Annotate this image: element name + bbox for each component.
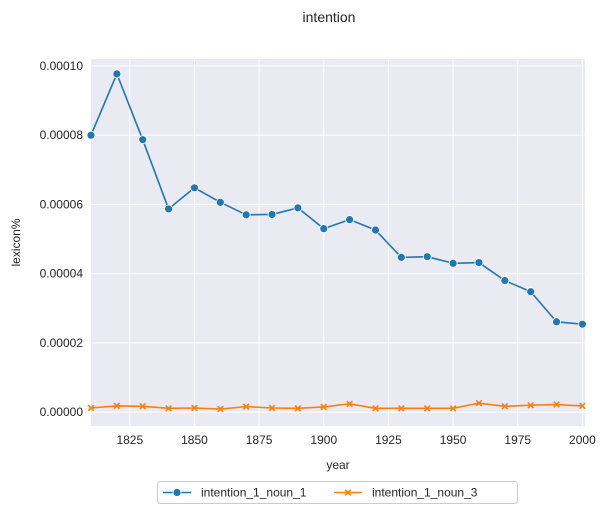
legend-item: intention_1_noun_1 <box>163 486 307 500</box>
data-point-intention_1_noun_1 <box>319 224 329 234</box>
data-point-intention_1_noun_3 <box>294 404 302 412</box>
legend: intention_1_noun_1 intention_1_noun_3 <box>157 481 518 504</box>
data-point-intention_1_noun_3 <box>398 404 405 412</box>
series-line-intention_1_noun_1 <box>90 73 583 326</box>
data-point-intention_1_noun_3 <box>87 404 95 412</box>
data-point-intention_1_noun_3 <box>449 404 457 412</box>
data-point-intention_1_noun_3 <box>216 405 224 413</box>
data-point-intention_1_noun_3 <box>527 401 535 409</box>
data-point-intention_1_noun_3-stroke <box>242 403 250 410</box>
data-point-intention_1_noun_1 <box>474 258 484 267</box>
data-point-intention_1_noun_3-stroke <box>139 402 147 410</box>
data-point-intention_1_noun_1 <box>215 197 225 207</box>
series-layer <box>86 69 587 413</box>
data-point-intention_1_noun_3-stroke <box>398 404 405 412</box>
data-point-intention_1_noun_1 <box>371 225 380 235</box>
data-point-intention_1_noun_3-stroke <box>268 404 276 412</box>
data-point-intention_1_noun_1 <box>112 69 122 79</box>
data-point-intention_1_noun_3 <box>501 402 509 410</box>
x-tick-label: 2000 <box>569 433 596 447</box>
data-point-intention_1_noun_3 <box>191 404 198 412</box>
x-tick-label: 1975 <box>504 433 531 447</box>
series-intention_1_noun_3 <box>87 399 586 413</box>
legend-item: intention_1_noun_3 <box>334 486 478 500</box>
series-line-intention_1_noun_3 <box>90 402 583 410</box>
x-axis-label: year <box>326 458 349 472</box>
legend-marker <box>172 488 182 497</box>
data-point-intention_1_noun_1 <box>396 252 406 262</box>
x-tick-label: 1900 <box>310 433 337 447</box>
series-intention_1_noun_1 <box>86 69 587 329</box>
data-point-intention_1_noun_1 <box>422 252 432 262</box>
legend-marker <box>344 489 352 496</box>
data-point-intention_1_noun_3-stroke <box>320 403 328 411</box>
grid-lines <box>91 59 585 426</box>
data-point-intention_1_noun_3-stroke <box>372 404 379 412</box>
data-point-intention_1_noun_3 <box>268 404 276 412</box>
data-point-intention_1_noun_3 <box>165 404 172 412</box>
data-point-intention_1_noun_3-stroke <box>113 402 121 410</box>
y-tick-label: 0.00006 <box>40 197 84 211</box>
data-point-intention_1_noun_3-stroke <box>87 404 95 412</box>
x-tick-label: 1825 <box>116 433 143 447</box>
data-point-intention_1_noun_3 <box>423 404 431 412</box>
data-point-intention_1_noun_3-stroke <box>527 401 535 409</box>
data-point-intention_1_noun_3 <box>553 401 560 408</box>
data-point-intention_1_noun_3-stroke <box>165 404 172 412</box>
y-tick-label: 0.00002 <box>40 336 84 350</box>
data-point-intention_1_noun_3-stroke <box>346 400 354 408</box>
y-tick-label: 0.00000 <box>40 405 84 419</box>
data-point-intention_1_noun_1 <box>138 135 148 145</box>
y-axis-label: lexicon% <box>9 218 23 266</box>
x-tick-label: 1950 <box>440 433 467 447</box>
legend-label: intention_1_noun_3 <box>372 486 478 500</box>
legend-label: intention_1_noun_1 <box>201 486 307 500</box>
data-point-intention_1_noun_1 <box>86 130 96 140</box>
data-point-intention_1_noun_3-stroke <box>449 404 457 412</box>
data-point-intention_1_noun_3-stroke <box>501 402 509 410</box>
data-point-intention_1_noun_3 <box>346 400 354 408</box>
data-point-intention_1_noun_3-stroke <box>579 402 586 410</box>
data-point-intention_1_noun_3 <box>372 404 379 412</box>
data-point-intention_1_noun_3-stroke <box>475 399 483 407</box>
data-point-intention_1_noun_1 <box>345 215 355 225</box>
x-tick-label: 1925 <box>375 433 402 447</box>
y-tick-label: 0.00010 <box>40 59 84 73</box>
chart-title: intention <box>303 9 356 25</box>
y-tick-label: 0.00008 <box>40 128 84 142</box>
data-point-intention_1_noun_1 <box>190 183 199 193</box>
x-tick-label: 1875 <box>246 433 273 447</box>
data-point-intention_1_noun_3 <box>139 402 147 410</box>
data-point-intention_1_noun_1 <box>241 210 251 220</box>
data-point-intention_1_noun_1 <box>164 204 173 214</box>
data-point-intention_1_noun_3 <box>579 402 586 410</box>
data-point-intention_1_noun_1 <box>448 258 458 268</box>
data-point-intention_1_noun_3 <box>475 399 483 407</box>
legend-marker-stroke <box>344 489 352 496</box>
data-point-intention_1_noun_1 <box>267 210 277 219</box>
data-point-intention_1_noun_3-stroke <box>216 405 224 413</box>
tick-labels: 1825 1850 1875 1900 1925 1950 1975 2000 0.00000 0… <box>40 59 596 447</box>
x-tick-label: 1850 <box>181 433 208 447</box>
y-tick-label: 0.00004 <box>40 267 84 281</box>
data-point-intention_1_noun_3 <box>242 403 250 410</box>
data-point-intention_1_noun_3 <box>113 402 121 410</box>
data-point-intention_1_noun_3-stroke <box>191 404 198 412</box>
data-point-intention_1_noun_1 <box>578 319 587 329</box>
data-point-intention_1_noun_3-stroke <box>294 404 302 412</box>
data-point-intention_1_noun_1 <box>526 287 536 297</box>
data-point-intention_1_noun_3-stroke <box>423 404 431 412</box>
data-point-intention_1_noun_3-stroke <box>553 401 560 408</box>
data-point-intention_1_noun_1 <box>293 203 303 213</box>
data-point-intention_1_noun_1 <box>500 276 510 285</box>
data-point-intention_1_noun_3 <box>320 403 328 411</box>
plot-area <box>91 59 585 426</box>
data-point-intention_1_noun_1 <box>552 317 561 327</box>
